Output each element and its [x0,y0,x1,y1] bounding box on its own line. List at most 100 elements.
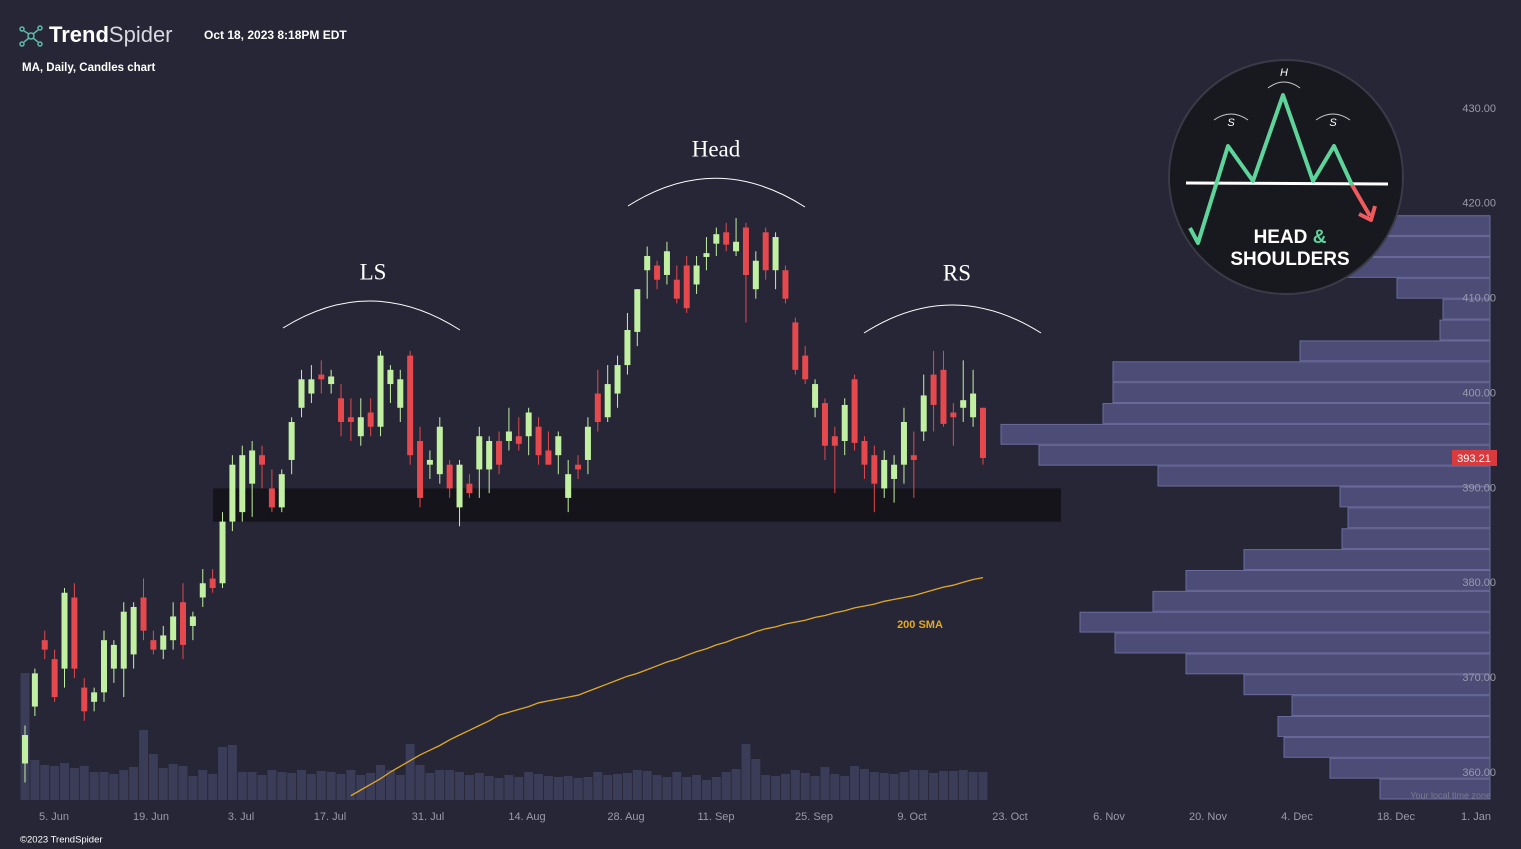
candle-body [278,474,285,508]
candle-body [199,583,206,598]
x-tick-label: 6. Nov [1093,811,1125,823]
volume-profile-bar [1439,319,1491,341]
volume-bar [948,771,958,800]
label-rs: RS [943,260,971,285]
volume-bar [395,775,405,800]
logo-bold: Trend [49,22,109,47]
volume-bar [69,768,79,800]
volume-bar [938,771,948,800]
volume-bar [711,777,721,800]
candle-body [486,440,493,470]
volume-bar [751,759,761,800]
volume-bar [484,776,494,800]
arc-rs [863,304,1042,334]
badge-arrowhead [1358,205,1377,222]
volume-bar [790,770,800,800]
volume-bar [218,747,228,800]
volume-bar [445,770,455,800]
x-tick-label: 25. Sep [795,811,833,823]
volume-profile-bar [1185,569,1491,591]
x-tick-label: 1. Jan [1461,811,1491,823]
badge-s: S [1227,117,1235,129]
candle-body [387,369,394,385]
candle-body [525,412,532,437]
volume-bar [968,772,978,800]
volume-profile-bar [1000,423,1491,445]
candle-body [160,635,167,650]
candle-body [476,436,483,470]
volume-bar [613,774,623,800]
volume-profile-bar [1396,277,1491,299]
volume-bar [603,775,613,800]
badge-pattern [1188,93,1354,245]
candle-body [920,395,927,432]
volume-bar [267,770,277,800]
candle-body [298,379,305,408]
volume-bar [850,766,860,800]
candle-body [693,265,700,285]
volume-bar [810,776,820,800]
candle-body [328,376,335,385]
volume-bar [731,769,741,800]
volume-bar [129,767,139,800]
volume-profile-bar [1347,507,1491,529]
candle-body [614,365,621,394]
volume-profile-bar [1152,590,1491,612]
volume-bar [761,775,771,800]
candle-body [575,464,582,470]
candle-body [812,384,819,408]
y-tick-label: 400.00 [1462,387,1496,399]
y-tick-label: 430.00 [1462,103,1496,115]
candle-body [239,455,246,513]
volume-profile-bar [1079,611,1491,633]
volume-profile-bar [1379,778,1491,800]
volume-bar [780,774,790,800]
timezone-note: Your local time zone [1410,790,1491,800]
candle-body [120,611,127,669]
volume-profile-bar [1112,382,1491,404]
x-tick-label: 4. Dec [1281,811,1313,823]
volume-profile-bar [1185,653,1491,675]
candle-body [979,407,986,458]
badge-h: H [1280,67,1288,79]
volume-bar [464,775,474,800]
footer: ©2023 TrendSpider [20,835,103,846]
x-tick-label: 14. Aug [508,811,545,823]
candle-body [407,355,414,456]
x-tick-label: 23. Oct [992,811,1027,823]
volume-bar [622,773,632,800]
badge-circle [1168,59,1404,295]
candle-body [426,459,433,465]
volume-bar [820,767,830,800]
candle-body [644,256,651,271]
volume-bar [277,772,287,800]
volume-bar [60,763,70,800]
label-head: Head [692,136,741,161]
pattern-arcs [282,177,1042,334]
volume-bar [800,773,810,800]
candle-body [318,374,325,380]
candle-body [130,606,137,655]
candle-body [466,483,473,494]
last-price-label: 393.21 [1457,453,1491,465]
candle-body [584,426,591,460]
volume-profile-bar [1243,549,1491,570]
volume-bar [89,772,99,800]
volume-bar [109,774,119,800]
volume-bar [356,775,366,800]
candle-body [209,578,216,589]
candle-body [683,265,690,309]
candle-body [219,521,226,584]
candle-body [821,403,828,446]
candle-body [663,251,670,275]
candle-body [831,436,838,446]
volume-bar [652,775,662,800]
y-tick-label: 390.00 [1462,482,1496,494]
x-tick-label: 19. Jun [133,811,169,823]
plot-back [20,215,1491,800]
volume-bar [247,772,257,800]
candle-body [604,384,611,418]
volume-bar [30,760,40,800]
candle-body [792,322,799,370]
